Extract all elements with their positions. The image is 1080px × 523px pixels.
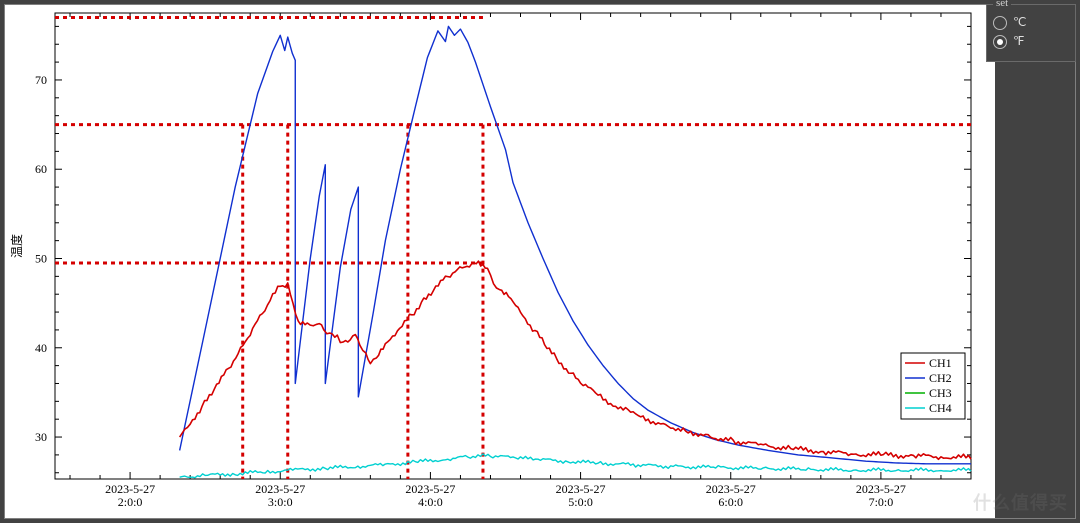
svg-text:5:0:0: 5:0:0 [568, 495, 593, 509]
unit-celsius-option[interactable]: ℃ [993, 15, 1069, 30]
unit-celsius-label: ℃ [1013, 15, 1026, 30]
unit-fahrenheit-option[interactable]: ℉ [993, 34, 1069, 49]
svg-text:CH4: CH4 [929, 401, 952, 415]
svg-text:CH2: CH2 [929, 371, 952, 385]
svg-text:70: 70 [35, 73, 47, 87]
svg-text:2023-5-27: 2023-5-27 [556, 482, 606, 496]
chart-container: 3040506070温度2023-5-272:0:02023-5-273:0:0… [5, 5, 995, 518]
svg-text:60: 60 [35, 162, 47, 176]
svg-text:6:0:0: 6:0:0 [718, 495, 743, 509]
app-stage: 3040506070温度2023-5-272:0:02023-5-273:0:0… [0, 0, 1080, 523]
settings-panel-title: set [993, 0, 1011, 9]
svg-text:4:0:0: 4:0:0 [418, 495, 443, 509]
unit-fahrenheit-label: ℉ [1013, 34, 1024, 49]
radio-icon [993, 16, 1007, 30]
svg-text:2023-5-27: 2023-5-27 [405, 482, 455, 496]
svg-text:2023-5-27: 2023-5-27 [105, 482, 155, 496]
svg-text:CH3: CH3 [929, 386, 952, 400]
svg-text:7:0:0: 7:0:0 [869, 495, 894, 509]
svg-text:2023-5-27: 2023-5-27 [255, 482, 305, 496]
temperature-chart: 3040506070温度2023-5-272:0:02023-5-273:0:0… [5, 5, 995, 518]
svg-text:2023-5-27: 2023-5-27 [856, 482, 906, 496]
svg-text:30: 30 [35, 430, 47, 444]
svg-text:40: 40 [35, 341, 47, 355]
svg-text:2023-5-27: 2023-5-27 [706, 482, 756, 496]
radio-icon [993, 35, 1007, 49]
svg-text:温度: 温度 [9, 234, 24, 258]
settings-panel: set ℃ ℉ [986, 4, 1076, 62]
svg-text:3:0:0: 3:0:0 [268, 495, 293, 509]
svg-text:CH1: CH1 [929, 356, 952, 370]
svg-text:50: 50 [35, 251, 47, 265]
svg-text:2:0:0: 2:0:0 [118, 495, 143, 509]
